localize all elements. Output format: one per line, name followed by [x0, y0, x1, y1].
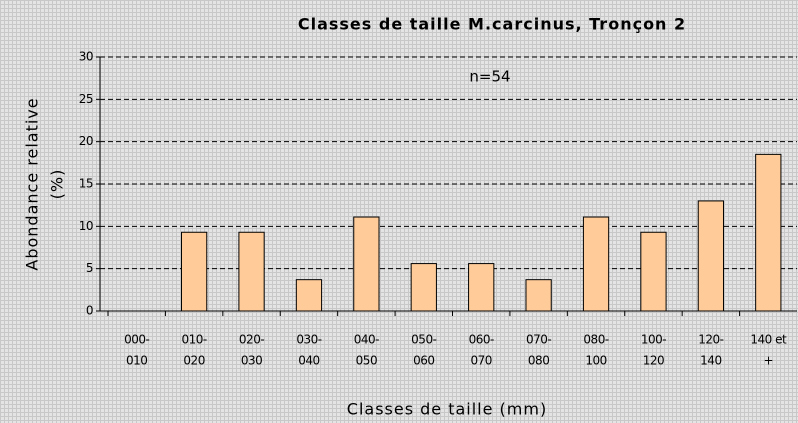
bar	[755, 153, 782, 312]
bar	[295, 279, 323, 312]
bar	[410, 263, 437, 312]
bar	[582, 216, 610, 312]
x-tick-label: 080	[528, 354, 549, 368]
x-tick-label: 030-	[296, 333, 321, 347]
x-tick-label: 140	[700, 354, 721, 368]
x-tick-label: 080-	[583, 333, 608, 347]
y-axis-title: Abondance relative	[23, 97, 42, 270]
x-tick-label: 060-	[469, 333, 494, 347]
x-tick-label: 120-	[698, 333, 723, 347]
y-tick-label: 0	[86, 304, 93, 318]
x-tick-label: 000-	[124, 333, 149, 347]
x-tick-label: 060	[413, 354, 434, 368]
y-tick-label: 25	[79, 92, 93, 106]
y-tick-label: 10	[79, 219, 93, 233]
x-tick-label: 070	[471, 354, 492, 368]
bar	[353, 216, 380, 312]
x-tick-label: 010-	[182, 333, 207, 347]
x-tick-label: 050	[356, 354, 377, 368]
bar	[468, 263, 495, 312]
y-tick-label: 5	[86, 261, 93, 275]
x-tick-label: +	[764, 354, 774, 368]
chart-title: Classes de taille M.carcinus, Tronçon 2	[298, 15, 686, 34]
x-tick-label: 040-	[354, 333, 379, 347]
x-tick-label: 010	[126, 354, 147, 368]
x-tick-label: 140 et	[750, 333, 787, 347]
bar	[180, 231, 208, 312]
x-tick-label: 100-	[641, 333, 666, 347]
x-tick-label: 050-	[411, 333, 436, 347]
x-tick-label: 020-	[239, 333, 264, 347]
bar	[238, 231, 265, 312]
y-tick-label: 15	[79, 177, 93, 191]
x-axis-title: Classes de taille (mm)	[347, 400, 547, 419]
x-tick-label: 020	[183, 354, 204, 368]
x-tick-label: 030	[241, 354, 262, 368]
bar	[640, 231, 667, 312]
x-tick-label: 100	[585, 354, 606, 368]
bar	[697, 200, 725, 312]
x-tick-label: 040	[298, 354, 319, 368]
x-tick-label: 070-	[526, 333, 551, 347]
annotation: n=54	[469, 68, 510, 86]
bar	[525, 279, 552, 312]
y-tick-label: 30	[79, 50, 93, 64]
x-tick-label: 120	[643, 354, 664, 368]
y-tick-label: 20	[79, 134, 93, 148]
y-axis-title: (%)	[48, 169, 67, 200]
